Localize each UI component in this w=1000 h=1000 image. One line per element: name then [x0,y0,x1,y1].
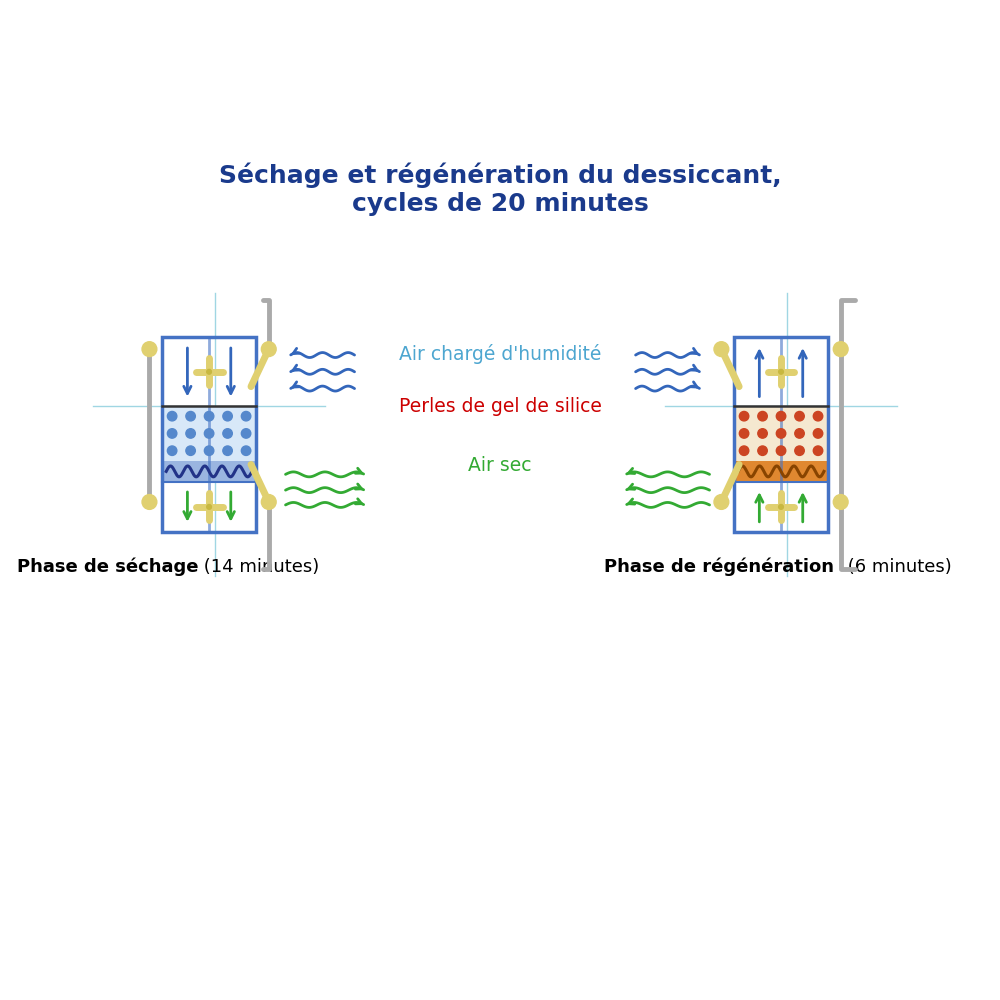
Circle shape [204,446,214,455]
Circle shape [813,446,823,455]
Bar [162,461,256,482]
Circle shape [714,342,729,357]
Text: Séchage et régénération du dessiccant,
cycles de 20 minutes: Séchage et régénération du dessiccant, c… [219,163,781,216]
Bar [162,337,256,532]
Circle shape [207,369,211,374]
Circle shape [186,411,195,421]
Circle shape [167,446,177,455]
Circle shape [776,429,786,438]
Circle shape [795,429,804,438]
Bar [734,461,828,482]
Circle shape [795,446,804,455]
Circle shape [167,411,177,421]
Circle shape [833,495,848,509]
Bar [162,406,256,461]
Text: Phase de régénération: Phase de régénération [604,558,834,576]
Text: (14 minutes): (14 minutes) [198,558,320,576]
Circle shape [776,446,786,455]
Text: Air chargé d'humidité: Air chargé d'humidité [399,344,601,364]
Circle shape [223,429,232,438]
Circle shape [142,342,157,357]
Circle shape [207,505,211,509]
Text: (6 minutes): (6 minutes) [842,558,951,576]
Circle shape [204,411,214,421]
Circle shape [739,411,749,421]
Circle shape [779,369,783,374]
Circle shape [241,411,251,421]
Circle shape [261,342,276,357]
Circle shape [204,429,214,438]
Circle shape [739,446,749,455]
Circle shape [758,429,767,438]
Circle shape [142,495,157,509]
Circle shape [813,411,823,421]
Circle shape [261,495,276,509]
Circle shape [167,429,177,438]
Circle shape [241,429,251,438]
Circle shape [795,411,804,421]
Circle shape [714,495,729,509]
Circle shape [186,429,195,438]
Circle shape [223,411,232,421]
Bar [734,337,828,532]
Text: Phase de séchage: Phase de séchage [17,558,198,576]
Circle shape [241,446,251,455]
Bar [734,406,828,461]
Circle shape [833,342,848,357]
Circle shape [779,505,783,509]
Circle shape [813,429,823,438]
Circle shape [223,446,232,455]
Circle shape [776,411,786,421]
Circle shape [186,446,195,455]
Circle shape [758,411,767,421]
Circle shape [739,429,749,438]
Text: Perles de gel de silice: Perles de gel de silice [399,397,601,416]
Text: Air sec: Air sec [468,456,532,475]
Circle shape [758,446,767,455]
